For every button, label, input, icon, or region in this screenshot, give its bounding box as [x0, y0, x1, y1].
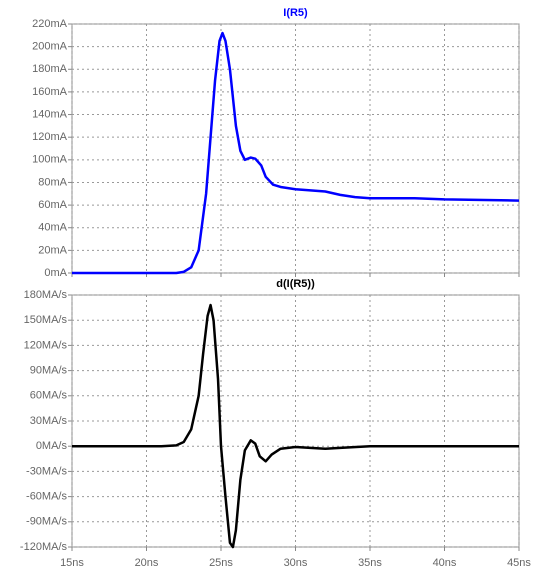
series-line: [72, 31, 520, 275]
x-tick-label: 25ns: [209, 557, 233, 569]
y-tick-label: 140mA: [32, 108, 68, 120]
y-tick-label: 60MA/s: [30, 390, 68, 402]
x-tick-label: 30ns: [284, 557, 308, 569]
y-tick-label: 180MA/s: [24, 289, 68, 301]
y-tick-label: -60MA/s: [26, 491, 67, 503]
y-tick-label: -30MA/s: [26, 465, 67, 477]
x-tick-label: 40ns: [433, 557, 457, 569]
y-tick-label: 100mA: [32, 154, 68, 166]
x-tick-label: 45ns: [507, 557, 531, 569]
y-tick-label: 120MA/s: [24, 339, 68, 351]
y-tick-label: 200mA: [32, 41, 68, 53]
y-tick-label: 120mA: [32, 131, 68, 143]
y-tick-label: 160mA: [32, 86, 68, 98]
y-tick-label: 0MA/s: [36, 440, 68, 452]
y-tick-label: 60mA: [38, 199, 67, 211]
y-tick-label: 180mA: [32, 63, 68, 75]
x-tick-label: 15ns: [60, 557, 84, 569]
x-tick-label: 35ns: [358, 557, 382, 569]
y-tick-label: 150MA/s: [24, 314, 68, 326]
y-tick-label: 80mA: [38, 176, 67, 188]
y-tick-label: -120MA/s: [20, 541, 68, 553]
y-tick-label: 40mA: [38, 222, 67, 234]
series-title: I(R5): [283, 7, 308, 19]
y-tick-label: 30MA/s: [30, 415, 68, 427]
y-tick-label: -90MA/s: [26, 516, 67, 528]
series-line: [72, 303, 519, 549]
y-tick-label: 220mA: [32, 18, 68, 30]
y-tick-label: 90MA/s: [30, 365, 68, 377]
y-tick-label: 20mA: [38, 244, 67, 256]
x-tick-label: 20ns: [135, 557, 159, 569]
y-tick-label: 0mA: [44, 267, 67, 279]
series-title: d(I(R5)): [276, 278, 315, 290]
